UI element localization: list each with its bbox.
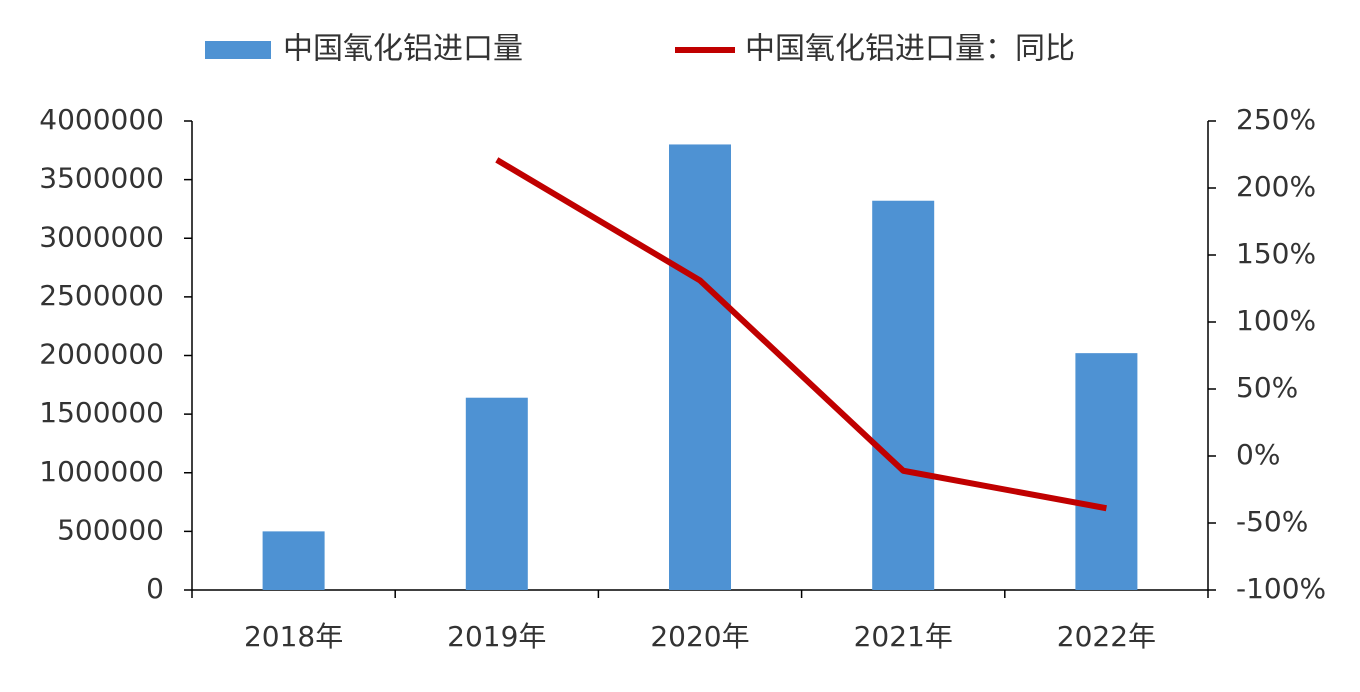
y2-tick-label: 0%	[1236, 438, 1280, 471]
x-tick-label: 2021年	[854, 620, 953, 653]
line	[495, 157, 1107, 512]
bar	[872, 200, 935, 591]
y2-tick-label: 250%	[1236, 103, 1316, 136]
y-tick-label: 2500000	[39, 279, 164, 312]
y-tick-label: 4000000	[39, 103, 164, 136]
y-tick-label: 1500000	[39, 396, 164, 429]
y2-tick-label: 200%	[1236, 170, 1316, 203]
y-tick-label: 500000	[57, 513, 164, 546]
x-tick-label: 2018年	[244, 620, 343, 653]
y-tick-label: 3500000	[39, 162, 164, 195]
bar	[669, 144, 731, 590]
x-tick-label: 2022年	[1057, 620, 1156, 653]
y-tick-label: 0	[146, 572, 164, 605]
legend-swatch	[205, 41, 271, 59]
x-tick-label: 2020年	[650, 620, 749, 653]
y-tick-label: 3000000	[39, 220, 164, 253]
legend-label: 中国氧化铝进口量：同比	[745, 32, 1075, 67]
bar	[465, 397, 528, 590]
y-tick-label: 2000000	[39, 338, 164, 371]
y2-tick-label: 150%	[1236, 237, 1316, 270]
y2-tick-label: -100%	[1236, 572, 1326, 605]
y2-tick-label: 100%	[1236, 304, 1316, 337]
bar	[262, 531, 325, 590]
legend-label: 中国氧化铝进口量	[283, 32, 523, 67]
y2-tick-label: 50%	[1236, 371, 1298, 404]
y-tick-label: 1000000	[39, 455, 164, 488]
bar	[1075, 353, 1138, 590]
y2-tick-label: -50%	[1236, 505, 1308, 538]
x-tick-label: 2019年	[447, 620, 546, 653]
